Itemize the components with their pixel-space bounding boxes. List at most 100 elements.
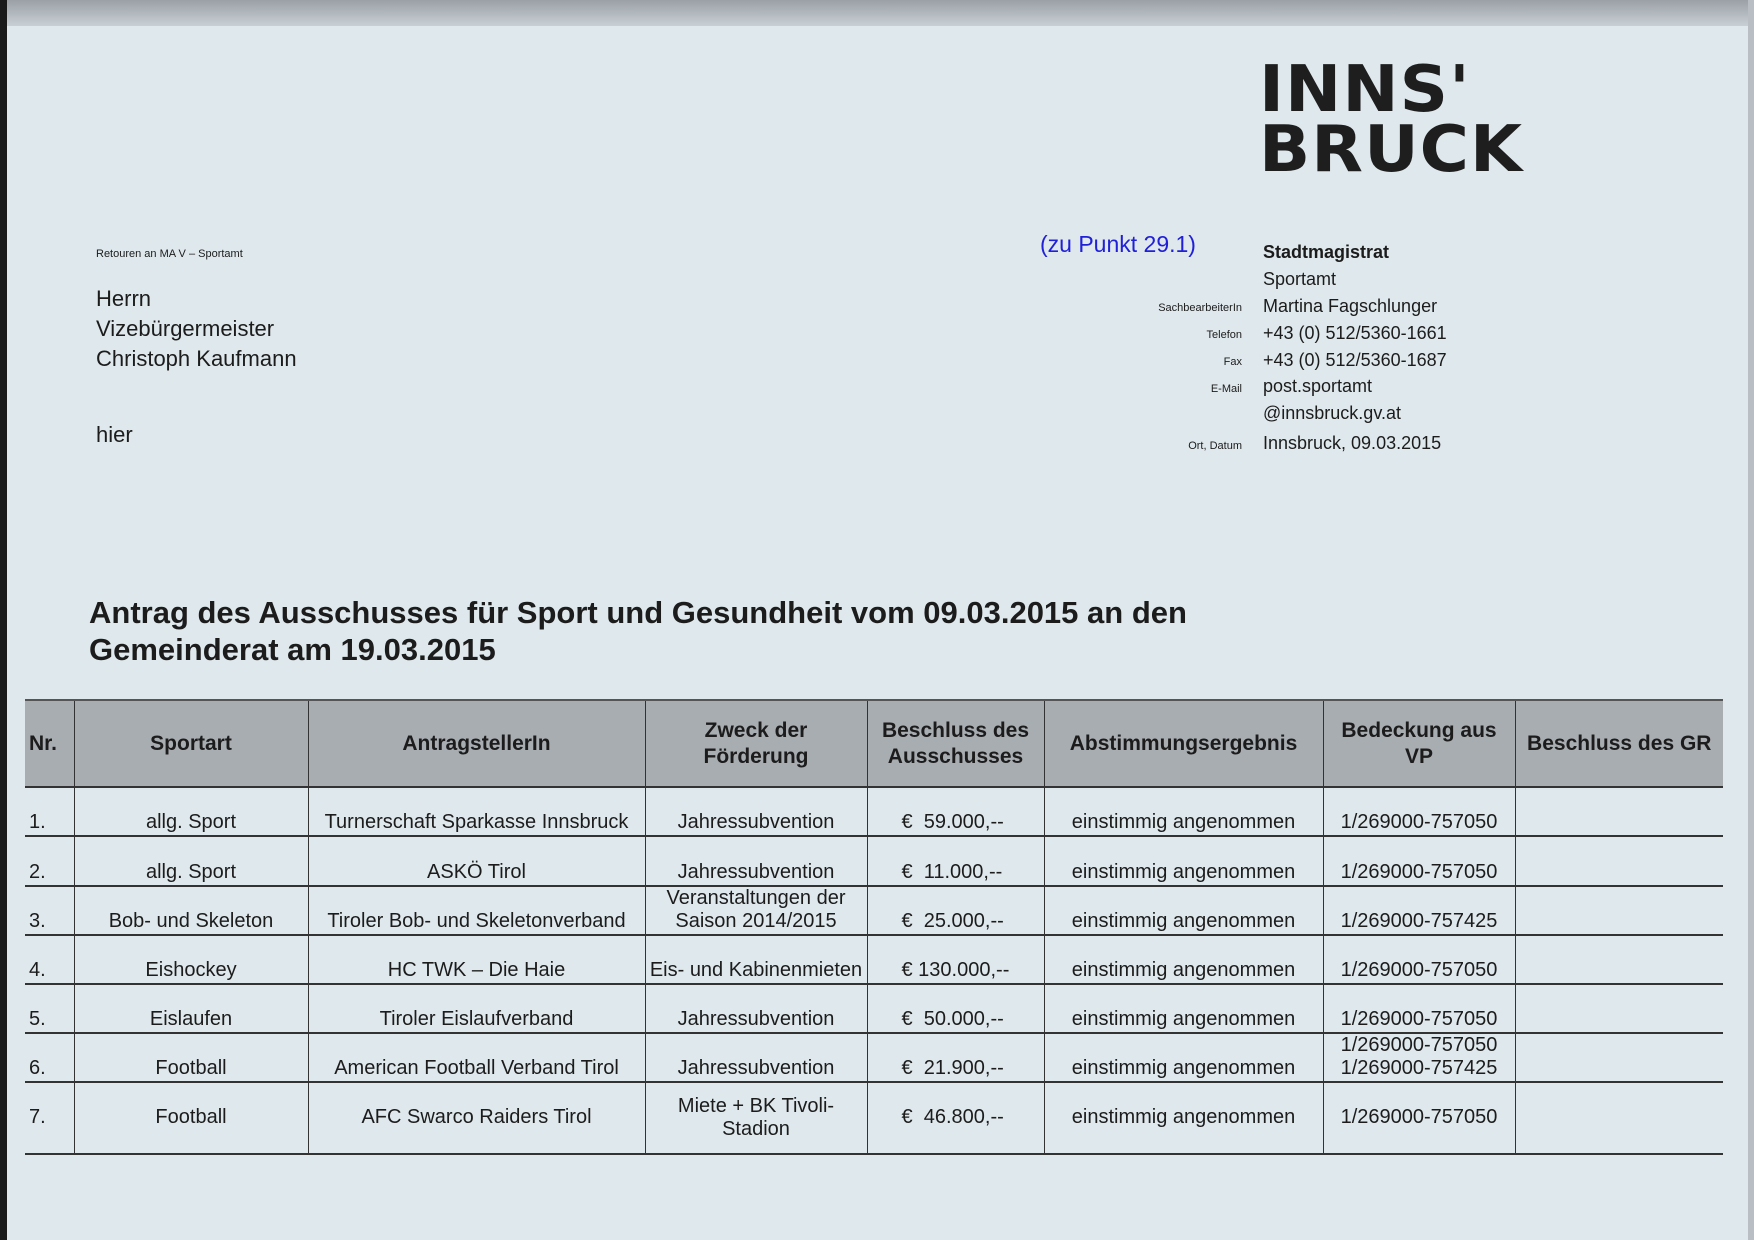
header-col-beschluss-ausschuss: Beschluss des Ausschusses — [866, 699, 1044, 788]
table-row: 7. Football AFC Swarco Raiders Tirol Miete … — [25, 1082, 1723, 1155]
cell-beschluss-gr — [1514, 787, 1723, 837]
recipient-line-1: Herrn — [96, 286, 152, 311]
sender-org: Stadtmagistrat — [1263, 242, 1390, 262]
cell-zweck: Jahressubvention — [644, 787, 867, 837]
table-row: 1. allg. Sport Turnerschaft Sparkasse Inns… — [25, 787, 1723, 837]
cell-sportart: allg. Sport — [73, 836, 308, 887]
cell-beschluss-gr — [1514, 886, 1723, 936]
cell-nr: 4. — [25, 935, 74, 985]
cell-nr: 7. — [25, 1082, 74, 1155]
header-col-beschluss-gr: Beschluss des GR — [1514, 699, 1723, 788]
table-row: 2. allg. Sport ASKÖ Tirol Jahressubvention €… — [25, 836, 1723, 887]
fax-number: +43 (0) 512/5360-1687 — [1263, 350, 1447, 370]
header-col-sportart: Sportart — [73, 699, 308, 788]
email-line-1[interactable]: post.sportamt — [1263, 376, 1373, 396]
header-col-nr: Nr. — [25, 699, 74, 788]
agenda-reference: (zu Punkt 29.1) — [1040, 231, 1196, 257]
title-line-2: Gemeinderat am 19.03.2015 — [89, 632, 496, 667]
clerk-name: Martina Fagschlunger — [1263, 296, 1438, 316]
cell-sportart: Eislaufen — [73, 984, 308, 1034]
return-note: Retouren an MA V – Sportamt — [96, 248, 243, 260]
clerk-label: SachbearbeiterIn — [1158, 302, 1242, 314]
cell-abstimmung: einstimmig angenommen — [1043, 787, 1323, 837]
phone-number: +43 (0) 512/5360-1661 — [1263, 323, 1447, 343]
cell-beschluss-gr — [1514, 935, 1723, 985]
cell-beschluss-ausschuss: € 46.800,-- — [866, 1082, 1044, 1155]
cell-bedeckung: 1/269000-757050 — [1322, 836, 1515, 887]
cell-abstimmung: einstimmig angenommen — [1043, 1082, 1323, 1155]
table-header-row: Nr. Sportart AntragstellerIn Zweck der Förd… — [25, 699, 1723, 788]
cell-beschluss-ausschuss: € 25.000,-- — [866, 886, 1044, 936]
logo-line-1: INNS' — [1259, 53, 1471, 127]
recipient-place: hier — [96, 422, 133, 447]
scan-edge-top — [0, 0, 1754, 26]
cell-sportart: allg. Sport — [73, 787, 308, 837]
cell-abstimmung: einstimmig angenommen — [1043, 1033, 1323, 1083]
cell-nr: 2. — [25, 836, 74, 887]
cell-beschluss-gr — [1514, 984, 1723, 1034]
cell-sportart: Bob- und Skeleton — [73, 886, 308, 936]
cell-beschluss-gr — [1514, 1082, 1723, 1155]
cell-abstimmung: einstimmig angenommen — [1043, 935, 1323, 985]
cell-abstimmung: einstimmig angenommen — [1043, 836, 1323, 887]
document-title: Antrag des Ausschusses für Sport und Ges… — [89, 594, 1187, 668]
sender-dept: Sportamt — [1263, 269, 1337, 289]
table-row: 4. Eishockey HC TWK – Die Haie Eis- und Kab… — [25, 935, 1723, 985]
cell-zweck: Jahressubvention — [644, 1033, 867, 1083]
cell-bedeckung: 1/269000-757050 1/269000-757425 — [1322, 1033, 1515, 1083]
cell-beschluss-gr — [1514, 836, 1723, 887]
recipient-line-3: Christoph Kaufmann — [96, 346, 297, 371]
cell-antragsteller: Turnerschaft Sparkasse Innsbruck — [307, 787, 645, 837]
innsbruck-logo: INNS' BRUCK — [1259, 53, 1524, 187]
cell-sportart: Football — [73, 1033, 308, 1083]
cell-beschluss-gr — [1514, 1033, 1723, 1083]
cell-sportart: Football — [73, 1082, 308, 1155]
cell-antragsteller: HC TWK – Die Haie — [307, 935, 645, 985]
scan-edge-right — [1748, 0, 1754, 1240]
cell-zweck: Jahressubvention — [644, 984, 867, 1034]
header-col-abstimmung: Abstimmungsergebnis — [1043, 699, 1323, 788]
cell-nr: 3. — [25, 886, 74, 936]
cell-beschluss-ausschuss: € 50.000,-- — [866, 984, 1044, 1034]
cell-nr: 5. — [25, 984, 74, 1034]
title-line-1: Antrag des Ausschusses für Sport und Ges… — [89, 595, 1187, 630]
cell-antragsteller: Tiroler Eislaufverband — [307, 984, 645, 1034]
cell-zweck: Miete + BK Tivoli-Stadion — [644, 1082, 867, 1155]
cell-sportart: Eishockey — [73, 935, 308, 985]
cell-zweck: Veranstaltungen der Saison 2014/2015 — [644, 886, 867, 936]
email-line-2[interactable]: @innsbruck.gv.at — [1263, 403, 1401, 423]
table-row: 5. Eislaufen Tiroler Eislaufverband Jahress… — [25, 984, 1723, 1034]
cell-bedeckung: 1/269000-757050 — [1322, 984, 1515, 1034]
cell-bedeckung: 1/269000-757425 — [1322, 886, 1515, 936]
logo-line-2: BRUCK — [1259, 113, 1524, 187]
table-row: 3. Bob- und Skeleton Tiroler Bob- und Skel… — [25, 886, 1723, 936]
fax-label: Fax — [1223, 356, 1242, 368]
phone-label: Telefon — [1206, 329, 1242, 341]
cell-bedeckung: 1/269000-757050 — [1322, 1082, 1515, 1155]
date-value: Innsbruck, 09.03.2015 — [1263, 433, 1442, 453]
cell-antragsteller: ASKÖ Tirol — [307, 836, 645, 887]
cell-beschluss-ausschuss: € 130.000,-- — [866, 935, 1044, 985]
cell-nr: 6. — [25, 1033, 74, 1083]
recipient-line-2: Vizebürgermeister — [96, 316, 275, 341]
header-col-antragsteller: AntragstellerIn — [307, 699, 645, 788]
cell-abstimmung: einstimmig angenommen — [1043, 886, 1323, 936]
email-label: E-Mail — [1210, 383, 1242, 395]
funding-table: Nr. Sportart AntragstellerIn Zweck der Förd… — [25, 699, 1723, 1155]
cell-beschluss-ausschuss: € 21.900,-- — [866, 1033, 1044, 1083]
cell-antragsteller: AFC Swarco Raiders Tirol — [307, 1082, 645, 1155]
cell-zweck: Jahressubvention — [644, 836, 867, 887]
cell-antragsteller: American Football Verband Tirol — [307, 1033, 645, 1083]
cell-antragsteller: Tiroler Bob- und Skeletonverband — [307, 886, 645, 936]
header-col-zweck: Zweck der Förderung — [644, 699, 867, 788]
cell-abstimmung: einstimmig angenommen — [1043, 984, 1323, 1034]
cell-beschluss-ausschuss: € 11.000,-- — [866, 836, 1044, 887]
cell-bedeckung: 1/269000-757050 — [1322, 935, 1515, 985]
scan-edge-left — [0, 0, 7, 1240]
table-row: 6. Football American Football Verband Tiro… — [25, 1033, 1723, 1083]
cell-bedeckung: 1/269000-757050 — [1322, 787, 1515, 837]
header-col-bedeckung: Bedeckung aus VP — [1322, 699, 1515, 788]
cell-beschluss-ausschuss: € 59.000,-- — [866, 787, 1044, 837]
cell-nr: 1. — [25, 787, 74, 837]
date-label: Ort, Datum — [1188, 440, 1242, 452]
